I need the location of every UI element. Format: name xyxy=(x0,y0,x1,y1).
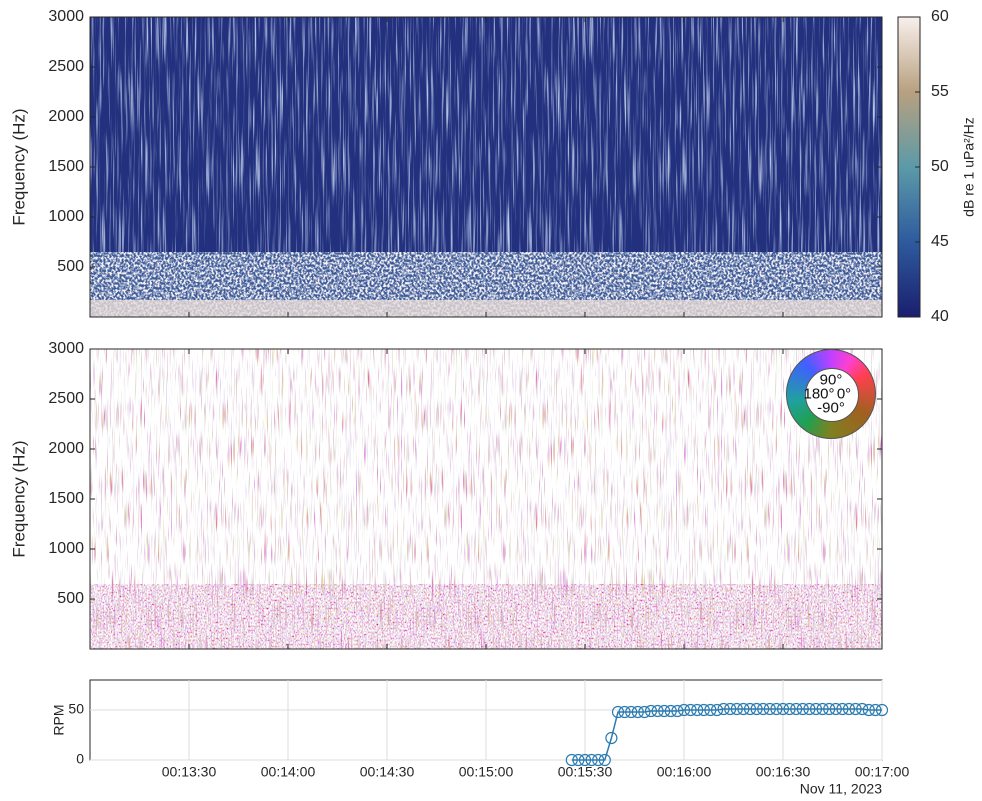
rpm-marker xyxy=(730,702,743,716)
y-tick-label: 2500 xyxy=(48,58,84,75)
y-tick-label: 3000 xyxy=(48,8,84,25)
rpm-marker xyxy=(677,703,691,717)
rpm-marker xyxy=(796,702,809,716)
rpm-line xyxy=(571,708,882,761)
rpm-marker xyxy=(823,702,836,716)
rpm-marker xyxy=(572,753,585,767)
y-tick-label: 2500 xyxy=(48,390,84,407)
rpm-marker xyxy=(816,702,829,716)
rpm-marker xyxy=(829,702,842,716)
rpm-marker xyxy=(644,704,658,718)
y-tick-label: 1000 xyxy=(48,540,84,557)
rpm-marker xyxy=(638,705,651,719)
rpm-marker xyxy=(763,702,776,716)
y-tick-label: 2000 xyxy=(48,440,84,457)
rpm-marker xyxy=(598,753,611,767)
y-axis-title: Frequency (Hz) xyxy=(9,108,28,225)
colorbar-tick-label: 60 xyxy=(931,8,949,25)
rpm-marker xyxy=(869,703,882,717)
y-tick-label: 1500 xyxy=(48,490,84,507)
rpm-marker xyxy=(842,702,856,716)
y-tick-label: 2000 xyxy=(48,108,84,125)
rpm-marker xyxy=(592,753,605,767)
colorwheel-label: 90° xyxy=(819,371,843,389)
y-tick-label: 500 xyxy=(57,258,84,275)
rpm-marker xyxy=(684,703,697,717)
rpm-marker xyxy=(664,704,677,718)
rpm-marker xyxy=(836,702,849,716)
rpm-marker xyxy=(578,753,592,767)
rpm-marker xyxy=(605,731,618,745)
rpm-marker xyxy=(776,702,790,716)
rpm-marker xyxy=(724,702,737,716)
colorwheel-label: 180° xyxy=(803,385,835,403)
x-tick-label: 00:14:00 xyxy=(261,764,316,780)
colorwheel-label: 0° xyxy=(836,385,852,403)
rpm-marker xyxy=(697,703,710,717)
rpm-marker xyxy=(651,704,664,718)
rpm-marker xyxy=(618,705,631,719)
y-axis-title: RPM xyxy=(51,704,67,735)
rpm-marker xyxy=(875,703,889,717)
rpm-marker xyxy=(710,703,724,717)
rpm-marker xyxy=(856,702,869,716)
rpm-marker xyxy=(849,702,862,716)
rpm-marker xyxy=(737,702,750,716)
colorwheel-label: -90° xyxy=(817,399,845,417)
rpm-marker xyxy=(743,702,757,716)
rpm-marker xyxy=(809,702,823,716)
colorbar-title: dB re 1 uPa²/Hz xyxy=(961,117,977,217)
y-tick-label: 50 xyxy=(68,701,84,717)
rpm-marker xyxy=(611,705,625,719)
y-tick-label: 500 xyxy=(57,590,84,607)
rpm-marker xyxy=(585,753,598,767)
rpm-marker xyxy=(625,705,638,719)
rpm-marker xyxy=(631,705,644,719)
rpm-marker xyxy=(790,702,803,716)
colorbar-tick-label: 55 xyxy=(931,83,949,100)
x-tick-label: 00:15:00 xyxy=(459,764,514,780)
rpm-marker xyxy=(783,702,796,716)
rpm-marker xyxy=(757,702,770,716)
x-tick-label: 00:13:30 xyxy=(162,764,217,780)
colorbar-tick-label: 45 xyxy=(931,233,949,250)
x-tick-label: 00:15:30 xyxy=(558,764,613,780)
rpm-marker xyxy=(565,753,578,767)
rpm-marker xyxy=(770,702,783,716)
rpm-marker xyxy=(704,703,717,717)
y-tick-label: 3000 xyxy=(48,340,84,357)
x-tick-label: 00:14:30 xyxy=(360,764,415,780)
x-tick-label: 00:17:00 xyxy=(855,764,910,780)
y-tick-label: 0 xyxy=(76,751,84,767)
x-tick-label: 00:16:30 xyxy=(756,764,811,780)
y-axis-title: Frequency (Hz) xyxy=(9,440,28,557)
rpm-marker xyxy=(691,703,704,717)
rpm-marker xyxy=(658,704,671,718)
date-label: Nov 11, 2023 xyxy=(800,781,882,797)
y-tick-label: 1500 xyxy=(48,158,84,175)
rpm-marker xyxy=(671,704,684,718)
x-tick-label: 00:16:00 xyxy=(657,764,712,780)
rpm-marker xyxy=(803,702,816,716)
y-tick-label: 1000 xyxy=(48,208,84,225)
color-wheel: 90° 180° 0° -90° xyxy=(786,349,876,439)
color-wheel-center xyxy=(805,368,859,422)
rpm-marker xyxy=(750,702,763,716)
colorbar-tick-label: 50 xyxy=(931,158,949,175)
colorbar-tick-label: 40 xyxy=(931,308,949,325)
rpm-marker xyxy=(717,702,730,716)
rpm-marker xyxy=(862,703,875,717)
phase-lowband xyxy=(90,584,882,649)
